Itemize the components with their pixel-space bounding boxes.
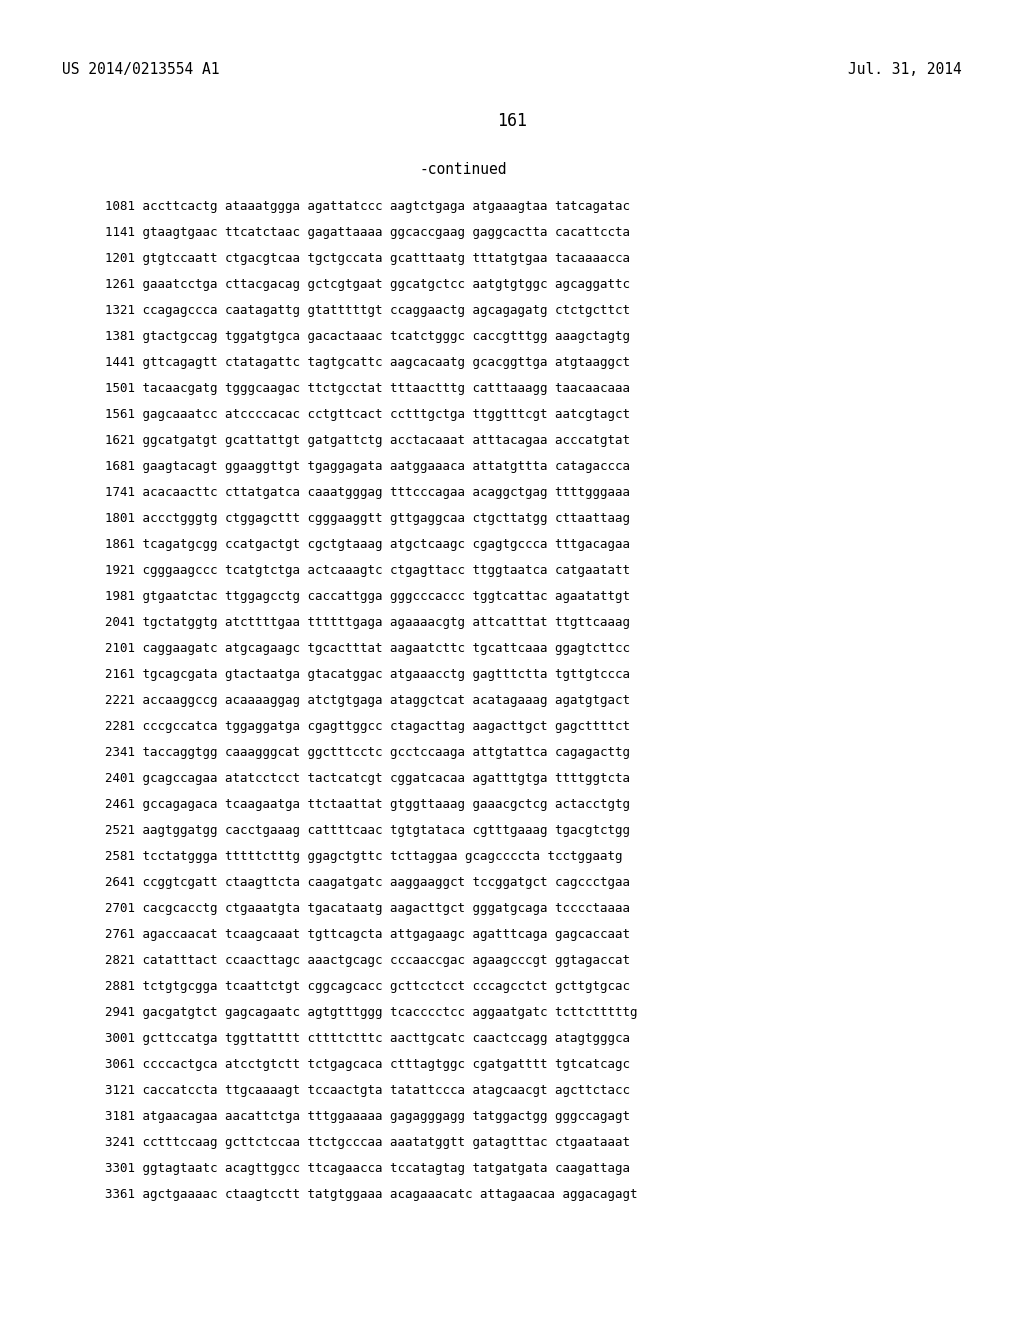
- Text: 1201 gtgtccaatt ctgacgtcaa tgctgccata gcatttaatg tttatgtgaa tacaaaacca: 1201 gtgtccaatt ctgacgtcaa tgctgccata gc…: [105, 252, 630, 265]
- Text: 2761 agaccaacat tcaagcaaat tgttcagcta attgagaagc agatttcaga gagcaccaat: 2761 agaccaacat tcaagcaaat tgttcagcta at…: [105, 928, 630, 941]
- Text: 2581 tcctatggga tttttctttg ggagctgttc tcttaggaa gcagccccta tcctggaatg: 2581 tcctatggga tttttctttg ggagctgttc tc…: [105, 850, 623, 863]
- Text: 1441 gttcagagtt ctatagattc tagtgcattc aagcacaatg gcacggttga atgtaaggct: 1441 gttcagagtt ctatagattc tagtgcattc aa…: [105, 356, 630, 370]
- Text: 1981 gtgaatctac ttggagcctg caccattgga gggcccaccc tggtcattac agaatattgt: 1981 gtgaatctac ttggagcctg caccattgga gg…: [105, 590, 630, 603]
- Text: 1561 gagcaaatcc atccccacac cctgttcact cctttgctga ttggtttcgt aatcgtagct: 1561 gagcaaatcc atccccacac cctgttcact cc…: [105, 408, 630, 421]
- Text: 2461 gccagagaca tcaagaatga ttctaattat gtggttaaag gaaacgctcg actacctgtg: 2461 gccagagaca tcaagaatga ttctaattat gt…: [105, 799, 630, 810]
- Text: 2881 tctgtgcgga tcaattctgt cggcagcacc gcttcctcct cccagcctct gcttgtgcac: 2881 tctgtgcgga tcaattctgt cggcagcacc gc…: [105, 979, 630, 993]
- Text: 1321 ccagagccca caatagattg gtatttttgt ccaggaactg agcagagatg ctctgcttct: 1321 ccagagccca caatagattg gtatttttgt cc…: [105, 304, 630, 317]
- Text: 1921 cgggaagccc tcatgtctga actcaaagtc ctgagttacc ttggtaatca catgaatatt: 1921 cgggaagccc tcatgtctga actcaaagtc ct…: [105, 564, 630, 577]
- Text: 1741 acacaacttc cttatgatca caaatgggag tttcccagaa acaggctgag ttttgggaaa: 1741 acacaacttc cttatgatca caaatgggag tt…: [105, 486, 630, 499]
- Text: 1801 accctgggtg ctggagcttt cgggaaggtt gttgaggcaa ctgcttatgg cttaattaag: 1801 accctgggtg ctggagcttt cgggaaggtt gt…: [105, 512, 630, 525]
- Text: 2041 tgctatggtg atcttttgaa ttttttgaga agaaaacgtg attcatttat ttgttcaaag: 2041 tgctatggtg atcttttgaa ttttttgaga ag…: [105, 616, 630, 630]
- Text: -continued: -continued: [420, 162, 508, 177]
- Text: 1141 gtaagtgaac ttcatctaac gagattaaaa ggcaccgaag gaggcactta cacattccta: 1141 gtaagtgaac ttcatctaac gagattaaaa gg…: [105, 226, 630, 239]
- Text: 1861 tcagatgcgg ccatgactgt cgctgtaaag atgctcaagc cgagtgccca tttgacagaa: 1861 tcagatgcgg ccatgactgt cgctgtaaag at…: [105, 539, 630, 550]
- Text: 3301 ggtagtaatc acagttggcc ttcagaacca tccatagtag tatgatgata caagattaga: 3301 ggtagtaatc acagttggcc ttcagaacca tc…: [105, 1162, 630, 1175]
- Text: US 2014/0213554 A1: US 2014/0213554 A1: [62, 62, 219, 77]
- Text: 3001 gcttccatga tggttatttt cttttctttc aacttgcatc caactccagg atagtgggca: 3001 gcttccatga tggttatttt cttttctttc aa…: [105, 1032, 630, 1045]
- Text: 3241 cctttccaag gcttctccaa ttctgcccaa aaatatggtt gatagtttac ctgaataaat: 3241 cctttccaag gcttctccaa ttctgcccaa aa…: [105, 1137, 630, 1148]
- Text: 2101 caggaagatc atgcagaagc tgcactttat aagaatcttc tgcattcaaa ggagtcttcc: 2101 caggaagatc atgcagaagc tgcactttat aa…: [105, 642, 630, 655]
- Text: 2521 aagtggatgg cacctgaaag cattttcaac tgtgtataca cgtttgaaag tgacgtctgg: 2521 aagtggatgg cacctgaaag cattttcaac tg…: [105, 824, 630, 837]
- Text: 3121 caccatccta ttgcaaaagt tccaactgta tatattccca atagcaacgt agcttctacc: 3121 caccatccta ttgcaaaagt tccaactgta ta…: [105, 1084, 630, 1097]
- Text: 2221 accaaggccg acaaaaggag atctgtgaga ataggctcat acatagaaag agatgtgact: 2221 accaaggccg acaaaaggag atctgtgaga at…: [105, 694, 630, 708]
- Text: 2941 gacgatgtct gagcagaatc agtgtttggg tcacccctcc aggaatgatc tcttctttttg: 2941 gacgatgtct gagcagaatc agtgtttggg tc…: [105, 1006, 638, 1019]
- Text: 161: 161: [497, 112, 527, 129]
- Text: 2401 gcagccagaa atatcctcct tactcatcgt cggatcacaa agatttgtga ttttggtcta: 2401 gcagccagaa atatcctcct tactcatcgt cg…: [105, 772, 630, 785]
- Text: 2341 taccaggtgg caaagggcat ggctttcctc gcctccaaga attgtattca cagagacttg: 2341 taccaggtgg caaagggcat ggctttcctc gc…: [105, 746, 630, 759]
- Text: 1381 gtactgccag tggatgtgca gacactaaac tcatctgggc caccgtttgg aaagctagtg: 1381 gtactgccag tggatgtgca gacactaaac tc…: [105, 330, 630, 343]
- Text: 1681 gaagtacagt ggaaggttgt tgaggagata aatggaaaca attatgttta catagaccca: 1681 gaagtacagt ggaaggttgt tgaggagata aa…: [105, 459, 630, 473]
- Text: 1261 gaaatcctga cttacgacag gctcgtgaat ggcatgctcc aatgtgtggc agcaggattc: 1261 gaaatcctga cttacgacag gctcgtgaat gg…: [105, 279, 630, 290]
- Text: 3061 ccccactgca atcctgtctt tctgagcaca ctttagtggc cgatgatttt tgtcatcagc: 3061 ccccactgca atcctgtctt tctgagcaca ct…: [105, 1059, 630, 1071]
- Text: 3361 agctgaaaac ctaagtcctt tatgtggaaa acagaaacatc attagaacaa aggacagagt: 3361 agctgaaaac ctaagtcctt tatgtggaaa ac…: [105, 1188, 638, 1201]
- Text: 3181 atgaacagaa aacattctga tttggaaaaa gagagggagg tatggactgg gggccagagt: 3181 atgaacagaa aacattctga tttggaaaaa ga…: [105, 1110, 630, 1123]
- Text: 2641 ccggtcgatt ctaagttcta caagatgatc aaggaaggct tccggatgct cagccctgaa: 2641 ccggtcgatt ctaagttcta caagatgatc aa…: [105, 876, 630, 888]
- Text: 1621 ggcatgatgt gcattattgt gatgattctg acctacaaat atttacagaa acccatgtat: 1621 ggcatgatgt gcattattgt gatgattctg ac…: [105, 434, 630, 447]
- Text: 2281 cccgccatca tggaggatga cgagttggcc ctagacttag aagacttgct gagcttttct: 2281 cccgccatca tggaggatga cgagttggcc ct…: [105, 719, 630, 733]
- Text: 1081 accttcactg ataaatggga agattatccc aagtctgaga atgaaagtaa tatcagatac: 1081 accttcactg ataaatggga agattatccc aa…: [105, 201, 630, 213]
- Text: Jul. 31, 2014: Jul. 31, 2014: [848, 62, 962, 77]
- Text: 2161 tgcagcgata gtactaatga gtacatggac atgaaacctg gagtttctta tgttgtccca: 2161 tgcagcgata gtactaatga gtacatggac at…: [105, 668, 630, 681]
- Text: 2701 cacgcacctg ctgaaatgta tgacataatg aagacttgct gggatgcaga tcccctaaaa: 2701 cacgcacctg ctgaaatgta tgacataatg aa…: [105, 902, 630, 915]
- Text: 1501 tacaacgatg tgggcaagac ttctgcctat tttaactttg catttaaagg taacaacaaa: 1501 tacaacgatg tgggcaagac ttctgcctat tt…: [105, 381, 630, 395]
- Text: 2821 catatttact ccaacttagc aaactgcagc cccaaccgac agaagcccgt ggtagaccat: 2821 catatttact ccaacttagc aaactgcagc cc…: [105, 954, 630, 968]
